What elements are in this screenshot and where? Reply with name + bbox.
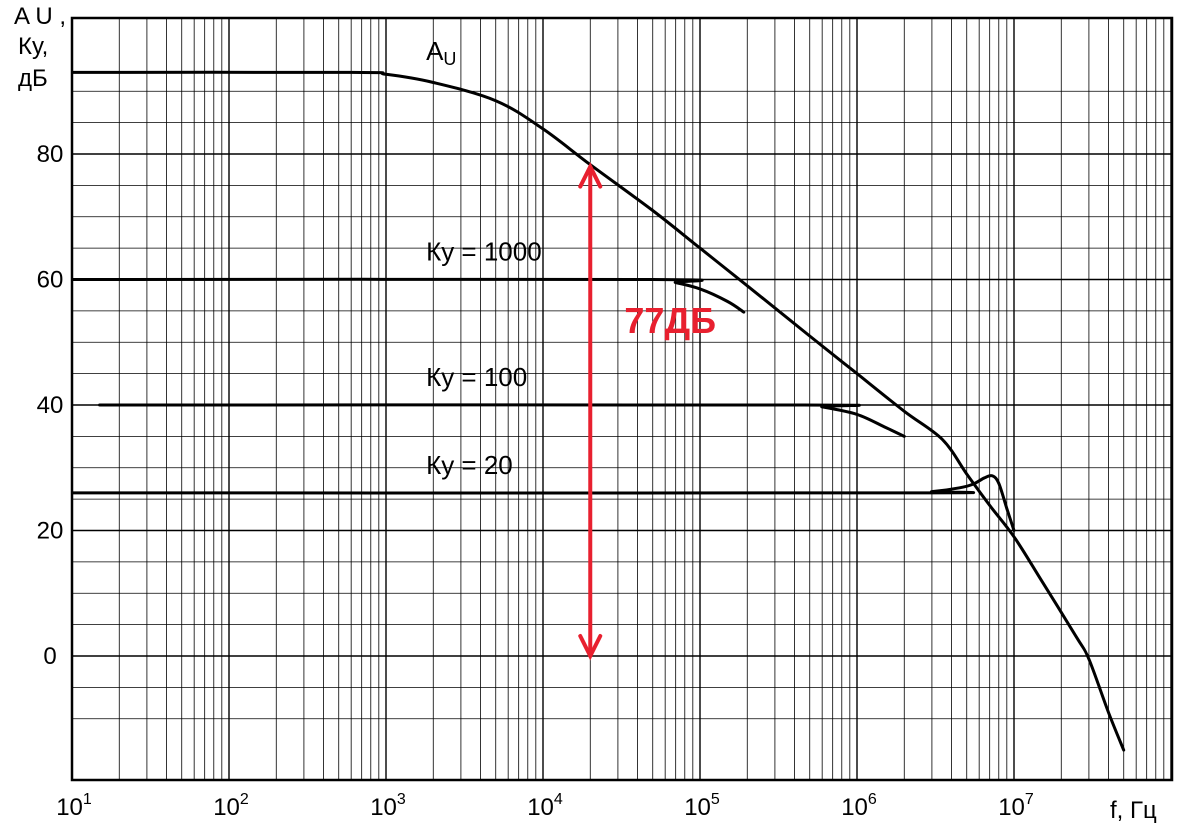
- series-line-ku-2: [98, 403, 906, 438]
- series-label-au: AU: [426, 36, 456, 69]
- labels: 101 102 103 104 105 106 107 80 60 40 20 0 AU Ку = 100…: [37, 36, 1034, 821]
- x-tick-label: 102: [213, 791, 249, 821]
- x-tick-label: 101: [56, 791, 92, 821]
- annotation: 77ДБ: [578, 162, 716, 661]
- grid: [72, 18, 1172, 780]
- y-tick-label: 60: [37, 267, 64, 294]
- series-line-ku-1: [72, 277, 746, 314]
- series-line-ku-3: [72, 474, 1016, 532]
- y-tick-label: 80: [37, 141, 64, 168]
- series-line-au: [72, 70, 1126, 752]
- x-tick-label: 103: [370, 791, 406, 821]
- arrow-head-top: [578, 162, 603, 189]
- arrow-head-bottom: [578, 634, 603, 661]
- series-label-ku-3: Ку = 20: [426, 450, 513, 480]
- x-tick-label: 106: [841, 791, 877, 821]
- x-tick-label: 105: [684, 791, 720, 821]
- series-label-ku-2: Ку = 100: [426, 362, 527, 392]
- x-tick-label: 107: [998, 791, 1034, 821]
- y-axis-label-line2: Ку,: [18, 33, 48, 60]
- annotation-label: 77ДБ: [624, 300, 716, 341]
- curves: [72, 70, 1126, 752]
- y-tick-label: 0: [43, 643, 56, 670]
- y-tick-label: 40: [37, 392, 64, 419]
- y-axis-label-line1: A U ,: [14, 3, 66, 30]
- x-tick-label: 104: [527, 791, 563, 821]
- y-tick-label: 20: [37, 518, 64, 545]
- plot-frame: [70, 16, 1174, 782]
- y-axis-label-line3: дБ: [18, 65, 48, 92]
- series-label-ku-1: Ку = 1000: [426, 237, 542, 267]
- x-axis-label: f, Гц: [1110, 797, 1157, 824]
